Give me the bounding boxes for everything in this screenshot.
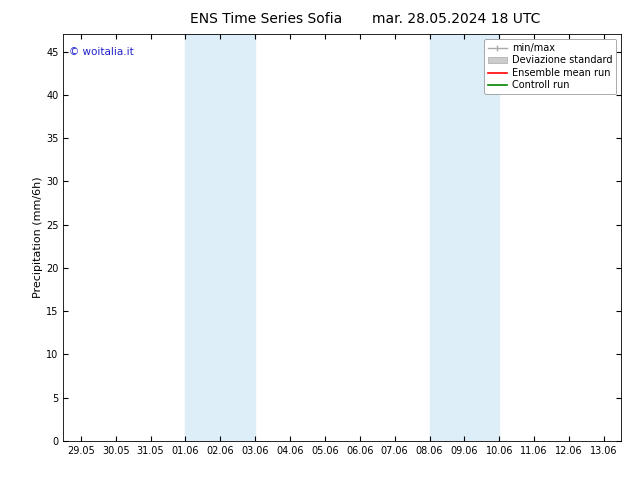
Text: mar. 28.05.2024 18 UTC: mar. 28.05.2024 18 UTC [372, 12, 541, 26]
Bar [429, 34, 500, 441]
Y-axis label: Precipitation (mm/6h): Precipitation (mm/6h) [33, 177, 43, 298]
Legend: min/max, Deviazione standard, Ensemble mean run, Controll run: min/max, Deviazione standard, Ensemble m… [484, 39, 616, 94]
Text: © woitalia.it: © woitalia.it [69, 47, 134, 56]
Bar [185, 34, 255, 441]
Text: ENS Time Series Sofia: ENS Time Series Sofia [190, 12, 342, 26]
